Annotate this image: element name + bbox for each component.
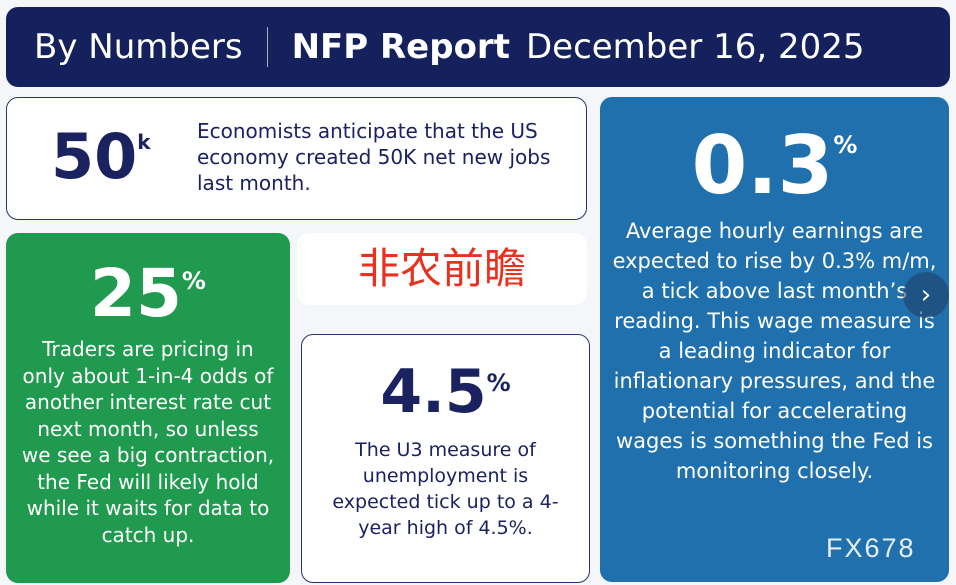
earnings-value: 0.3% (600, 119, 949, 212)
jobs-text: Economists anticipate that the US econom… (197, 119, 551, 195)
chinese-title: 非农前瞻 (297, 233, 587, 305)
unemployment-text: The U3 measure of unemployment is expect… (332, 439, 559, 539)
jobs-value: 50k (51, 120, 151, 193)
report-date: December 16, 2025 (525, 27, 865, 67)
earnings-text: Average hourly earnings are expected to … (612, 219, 937, 483)
header-banner: By Numbers NFP Report December 16, 2025 (6, 7, 950, 87)
rate-cut-text: Traders are pricing in only about 1-in-4… (21, 337, 275, 547)
rate-cut-number: 25 (90, 255, 182, 332)
jobs-unit: k (137, 130, 151, 154)
rate-cut-unit: % (181, 267, 206, 295)
earnings-card: 0.3% Average hourly earnings are expecte… (600, 97, 949, 582)
jobs-card: 50k Economists anticipate that the US ec… (6, 97, 587, 220)
earnings-unit: % (833, 131, 858, 159)
report-title: NFP Report (291, 27, 510, 67)
chevron-right-icon: › (920, 280, 932, 310)
unemployment-value: 4.5% (302, 357, 589, 427)
unemployment-card: 4.5% The U3 measure of unemployment is e… (301, 334, 590, 583)
section-title: By Numbers (34, 27, 243, 67)
unemployment-unit: % (486, 369, 511, 397)
earnings-number: 0.3 (691, 119, 834, 212)
rate-cut-card: 25% Traders are pricing in only about 1-… (6, 233, 290, 583)
next-slide-button[interactable]: › (903, 272, 949, 318)
rate-cut-value: 25% (6, 255, 290, 332)
divider (266, 27, 268, 67)
watermark: FX678 (826, 533, 916, 563)
jobs-number: 50 (51, 120, 138, 193)
unemployment-number: 4.5 (380, 357, 487, 427)
